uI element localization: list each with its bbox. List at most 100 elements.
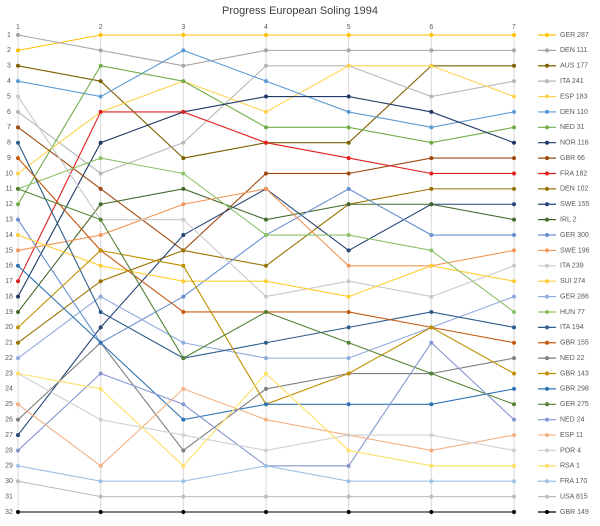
point	[181, 479, 186, 484]
point	[181, 402, 186, 407]
point	[429, 233, 434, 238]
point	[16, 263, 20, 268]
point	[264, 263, 268, 268]
point	[429, 140, 434, 145]
point	[512, 386, 516, 391]
point	[429, 309, 434, 314]
legend-label: DEN 111	[560, 47, 587, 54]
point	[512, 463, 516, 468]
legend-label: ESP 11	[560, 432, 583, 439]
y-tick-label: 21	[5, 340, 13, 347]
point	[98, 186, 103, 191]
point	[16, 48, 20, 53]
y-tick-label: 13	[5, 216, 13, 223]
point	[429, 371, 434, 376]
point	[181, 156, 186, 161]
point	[181, 294, 186, 299]
y-tick-label: 24	[5, 386, 13, 393]
y-tick-label: 5	[7, 93, 11, 100]
point	[264, 279, 268, 284]
legend-swatch	[545, 463, 549, 468]
point	[512, 48, 516, 53]
legend-swatch	[545, 48, 549, 53]
y-tick-label: 26	[5, 417, 13, 424]
y-tick-label: 23	[5, 370, 13, 377]
legend-swatch	[545, 417, 549, 422]
point	[264, 494, 268, 499]
legend-label: ITA 241	[560, 78, 584, 85]
point	[346, 510, 351, 514]
point	[429, 325, 434, 330]
point	[512, 233, 516, 238]
point	[264, 140, 268, 145]
point	[512, 140, 516, 145]
legend-swatch	[545, 125, 549, 130]
legend-swatch	[545, 309, 549, 314]
point	[512, 33, 516, 37]
y-tick-label: 9	[7, 155, 11, 162]
point	[98, 309, 103, 314]
point	[181, 202, 186, 207]
point	[346, 263, 351, 268]
legend-swatch	[545, 340, 549, 345]
point	[346, 402, 351, 407]
legend-label: NOR 116	[560, 140, 589, 147]
point	[429, 248, 434, 253]
point	[181, 233, 186, 238]
point	[181, 309, 186, 314]
x-tick-label: 1	[16, 24, 20, 31]
point	[429, 63, 434, 68]
point	[181, 356, 186, 361]
point	[264, 309, 268, 314]
point	[346, 94, 351, 99]
y-tick-label: 16	[5, 263, 13, 270]
point	[16, 156, 20, 161]
point	[16, 279, 20, 284]
point	[181, 186, 186, 191]
legend-label: FRA 170	[560, 478, 587, 485]
point	[429, 171, 434, 176]
point	[16, 202, 20, 207]
point	[346, 48, 351, 53]
point	[16, 294, 20, 299]
legend-label: GBR 66	[560, 155, 585, 162]
legend-label: FRA 182	[560, 170, 587, 177]
legend-label: SWE 155	[560, 201, 590, 208]
point	[346, 448, 351, 453]
point	[98, 156, 103, 161]
point	[181, 140, 186, 145]
legend-label: POR 4	[560, 447, 581, 454]
point	[512, 340, 516, 345]
legend-swatch	[545, 356, 549, 361]
legend-label: RSA 1	[560, 463, 580, 470]
point	[181, 263, 186, 268]
y-tick-label: 8	[7, 140, 11, 147]
legend-label: GER 286	[560, 293, 589, 300]
point	[181, 417, 186, 422]
point	[346, 233, 351, 238]
point	[346, 294, 351, 299]
point	[181, 494, 186, 499]
point	[264, 386, 268, 391]
point	[264, 294, 268, 299]
point	[181, 279, 186, 284]
point	[346, 202, 351, 207]
legend-label: GER 275	[560, 401, 589, 408]
legend-swatch	[545, 325, 549, 330]
point	[429, 433, 434, 438]
point	[346, 63, 351, 68]
point	[512, 109, 516, 114]
point	[346, 186, 351, 191]
point	[264, 402, 268, 407]
legend-swatch	[545, 202, 549, 207]
point	[181, 109, 186, 114]
point	[346, 371, 351, 376]
point	[512, 186, 516, 191]
point	[264, 233, 268, 238]
point	[429, 33, 434, 37]
legend-label: ITA 239	[560, 263, 584, 270]
point	[429, 109, 434, 114]
point	[181, 448, 186, 453]
point	[429, 402, 434, 407]
legend-swatch	[545, 156, 549, 161]
